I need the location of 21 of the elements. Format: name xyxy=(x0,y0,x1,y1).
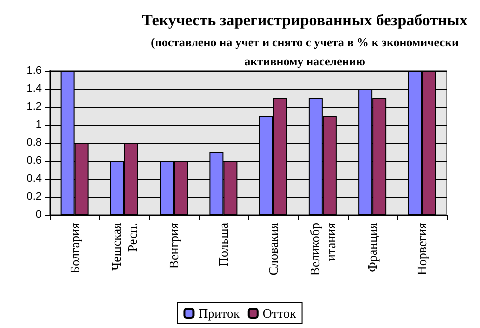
x-tick-label: Польша xyxy=(216,222,232,267)
legend-label: Отток xyxy=(262,306,297,321)
y-tick-label: 0.2 xyxy=(26,191,42,203)
x-tick-label: Чешская Респ. xyxy=(108,222,140,271)
x-tick-label: Словакия xyxy=(266,222,281,276)
y-tick-label: 0.6 xyxy=(26,155,42,167)
y-tick-label: 1.4 xyxy=(26,83,42,95)
x-tick-label: Норвегия xyxy=(414,222,430,276)
y-tick-label: 0.4 xyxy=(26,173,42,185)
y-tick-label: 1.2 xyxy=(26,101,42,113)
y-tick-label: 1 xyxy=(36,119,42,131)
chart-subtitle: (поставлено на учет и снято с учета в % к экономически активному населению xyxy=(151,36,459,68)
x-tick-label: Франция xyxy=(365,222,380,272)
y-tick-label: 0 xyxy=(36,209,42,221)
x-tick-label: Венгрия xyxy=(166,222,182,270)
x-tick-label: Великобр итания xyxy=(307,222,338,276)
y-tick-label: 1.6 xyxy=(26,65,42,77)
chart-title: Текучесть зарегистрированных безработных xyxy=(142,12,468,30)
x-tick-label: Болгария xyxy=(67,222,82,274)
legend-label: Приток xyxy=(198,306,241,321)
y-tick-label: 0.8 xyxy=(26,137,42,149)
